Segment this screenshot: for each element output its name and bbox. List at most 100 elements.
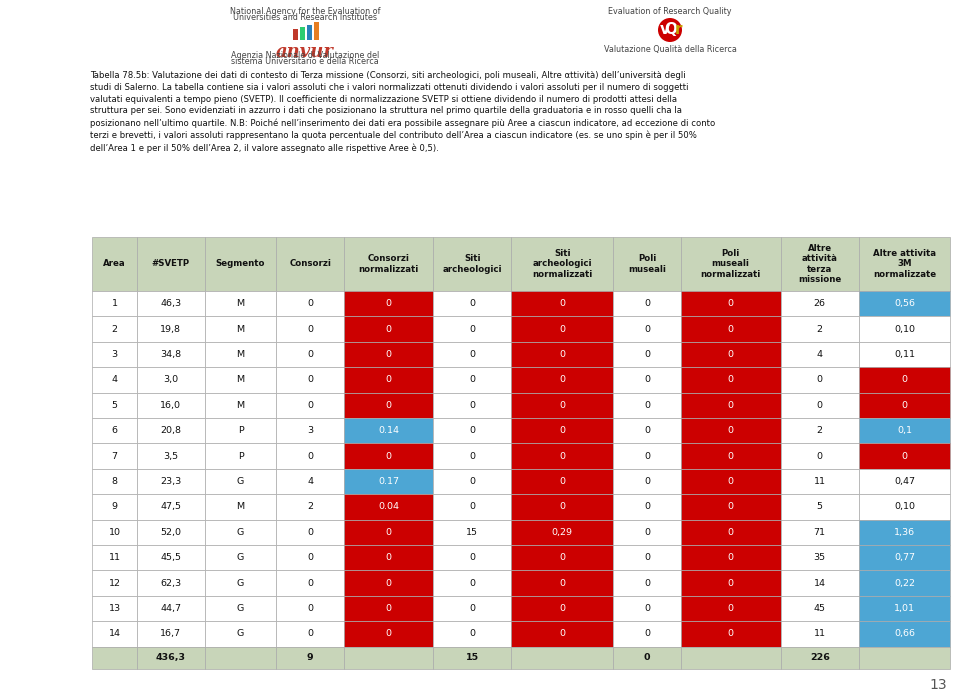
Bar <box>433 545 512 570</box>
Text: 0: 0 <box>560 579 565 588</box>
Text: Evaluation of Research Quality: Evaluation of Research Quality <box>609 7 732 16</box>
Text: Siti
archeologici: Siti archeologici <box>443 254 502 274</box>
Text: 0: 0 <box>469 299 475 308</box>
Bar <box>433 367 512 392</box>
Bar <box>613 469 681 494</box>
Bar <box>780 291 859 316</box>
Text: 2: 2 <box>817 325 823 334</box>
Text: 45,5: 45,5 <box>160 553 181 562</box>
Bar <box>344 469 433 494</box>
Bar <box>780 237 859 291</box>
Text: 8: 8 <box>111 477 117 486</box>
Text: 0: 0 <box>386 629 392 638</box>
Bar <box>512 392 613 418</box>
Bar <box>613 494 681 519</box>
Text: 0,10: 0,10 <box>894 325 915 334</box>
Text: 0: 0 <box>560 452 565 461</box>
Text: 14: 14 <box>814 579 826 588</box>
Bar <box>276 570 344 596</box>
Text: 0.17: 0.17 <box>378 477 399 486</box>
Text: 0: 0 <box>644 299 650 308</box>
Text: 0: 0 <box>469 350 475 359</box>
Text: 0: 0 <box>728 503 733 512</box>
Text: P: P <box>238 426 244 435</box>
Bar <box>137 647 204 669</box>
Text: 10: 10 <box>108 528 121 537</box>
Bar <box>276 291 344 316</box>
Text: 0: 0 <box>728 401 733 410</box>
Bar <box>613 647 681 669</box>
Bar <box>613 418 681 443</box>
Text: 23,3: 23,3 <box>160 477 181 486</box>
Text: 0: 0 <box>728 426 733 435</box>
Text: 0: 0 <box>307 299 313 308</box>
Bar <box>137 316 204 342</box>
Bar <box>137 291 204 316</box>
Text: G: G <box>237 528 244 537</box>
Text: 0: 0 <box>728 528 733 537</box>
Bar <box>137 469 204 494</box>
Text: M: M <box>236 503 245 512</box>
Bar <box>681 570 780 596</box>
Bar <box>204 342 276 367</box>
Bar <box>204 237 276 291</box>
Bar <box>204 418 276 443</box>
Bar <box>681 367 780 392</box>
Text: 0: 0 <box>644 553 650 562</box>
Text: 12: 12 <box>108 579 121 588</box>
Text: 35: 35 <box>814 553 826 562</box>
Bar <box>92 418 137 443</box>
Bar <box>92 596 137 621</box>
Text: 0: 0 <box>560 477 565 486</box>
Bar <box>859 291 950 316</box>
Text: Area: Area <box>104 259 126 268</box>
Bar <box>92 392 137 418</box>
Bar <box>204 367 276 392</box>
Bar <box>433 392 512 418</box>
Bar <box>204 596 276 621</box>
Bar <box>92 621 137 647</box>
Bar <box>344 519 433 545</box>
Bar <box>613 316 681 342</box>
Text: 46,3: 46,3 <box>160 299 181 308</box>
Text: 4: 4 <box>817 350 823 359</box>
Bar <box>344 316 433 342</box>
Bar <box>512 570 613 596</box>
Text: 9: 9 <box>307 653 314 662</box>
Text: 226: 226 <box>809 653 829 662</box>
Bar <box>512 443 613 469</box>
Text: 2: 2 <box>307 503 313 512</box>
Bar <box>92 342 137 367</box>
Bar <box>433 291 512 316</box>
Text: 0: 0 <box>728 579 733 588</box>
Bar <box>204 469 276 494</box>
Text: 0: 0 <box>901 452 907 461</box>
Text: 0: 0 <box>560 299 565 308</box>
Text: 0: 0 <box>644 629 650 638</box>
Bar <box>512 316 613 342</box>
Bar <box>204 316 276 342</box>
Text: Altre attivita
3M
normalizzate: Altre attivita 3M normalizzate <box>873 249 936 279</box>
Bar <box>137 519 204 545</box>
Bar <box>859 494 950 519</box>
Text: 1: 1 <box>111 299 117 308</box>
Text: Agenzia Nazionale di Valutazione del: Agenzia Nazionale di Valutazione del <box>230 51 379 60</box>
Bar <box>512 596 613 621</box>
Text: #SVETP: #SVETP <box>152 259 190 268</box>
Text: 0,66: 0,66 <box>894 629 915 638</box>
Bar <box>433 237 512 291</box>
Text: M: M <box>236 401 245 410</box>
Bar <box>276 392 344 418</box>
Bar <box>780 570 859 596</box>
Text: 0,1: 0,1 <box>897 426 912 435</box>
Bar <box>344 342 433 367</box>
Text: 3: 3 <box>307 426 313 435</box>
Bar <box>137 418 204 443</box>
Text: 0: 0 <box>386 350 392 359</box>
Bar <box>859 469 950 494</box>
Bar <box>344 367 433 392</box>
Bar <box>92 367 137 392</box>
Bar <box>859 418 950 443</box>
Text: 20,8: 20,8 <box>160 426 181 435</box>
Bar <box>859 237 950 291</box>
